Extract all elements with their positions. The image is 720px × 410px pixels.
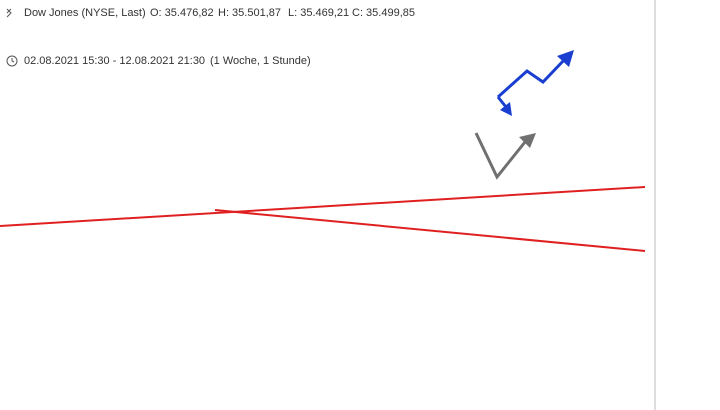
ohlc: O: 35.476,82 — [150, 7, 214, 19]
arrow-head — [519, 133, 536, 148]
ohlc: C: 35.499,85 — [352, 7, 415, 19]
trendlines — [0, 186, 646, 252]
ohlc: H: 35.501,87 — [218, 7, 281, 19]
interval: (1 Woche, 1 Stunde) — [210, 55, 311, 67]
arrow-head — [500, 102, 512, 116]
icon — [6, 8, 12, 18]
instrument: Dow Jones (NYSE, Last) — [24, 7, 146, 19]
blue-arrow — [496, 96, 508, 108]
gray-arrow — [474, 132, 527, 180]
header-bg — [0, 0, 425, 72]
arrow-head — [557, 50, 574, 67]
date-range: 02.08.2021 15:30 - 12.08.2021 21:30 — [24, 55, 205, 67]
blue-arrow — [496, 57, 567, 99]
clock-icon — [6, 55, 18, 67]
trendline — [214, 209, 646, 252]
header: Dow Jones (NYSE, Last) O: 35.476,82 H: 3… — [0, 0, 425, 72]
ohlc: L: 35.469,21 — [288, 7, 349, 19]
trendline — [0, 186, 646, 227]
forecast-arrows — [474, 50, 574, 180]
clock-icon — [11, 58, 15, 63]
